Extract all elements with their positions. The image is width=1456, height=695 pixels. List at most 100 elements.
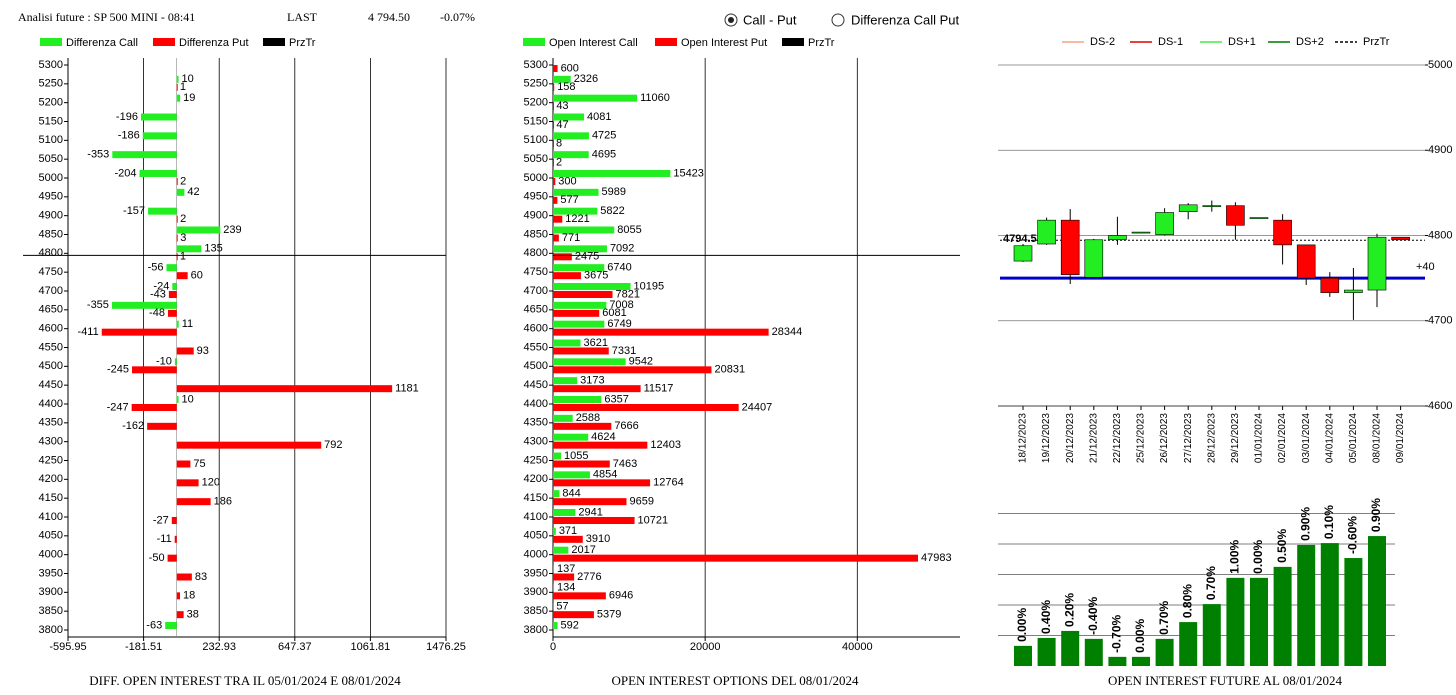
bar <box>176 83 178 91</box>
y-tick-label: 4300 <box>524 436 548 448</box>
bar <box>553 320 605 328</box>
bar <box>112 151 177 159</box>
bar <box>1108 656 1127 666</box>
y-tick-label: 5100 <box>524 134 548 146</box>
bar <box>176 611 184 619</box>
candle-body <box>1155 212 1174 235</box>
bar <box>553 565 555 573</box>
bar <box>553 170 671 177</box>
x-tick-label: -595.95 <box>49 641 86 653</box>
bar-label: 0.00% <box>1015 608 1029 642</box>
y-tick-label: 4800 <box>39 247 63 259</box>
data-label: 4854 <box>593 469 617 481</box>
bar <box>174 358 177 366</box>
legend-swatch <box>263 38 285 46</box>
bar <box>553 592 606 600</box>
data-label: -11 <box>157 533 172 545</box>
x-tick-label: 01/01/2024 <box>1254 413 1265 463</box>
bar <box>553 460 610 468</box>
x-tick-label: 22/12/2023 <box>1112 413 1123 463</box>
candle-body <box>1108 235 1127 241</box>
legend-label: Differenza Put <box>179 37 249 49</box>
chart-title: OPEN INTEREST FUTURE AL 08/01/2024 <box>1108 673 1343 688</box>
bar <box>147 422 177 430</box>
bar <box>176 385 393 393</box>
radio-option[interactable]: Differenza Call Put <box>831 12 960 27</box>
data-label: 47983 <box>921 552 952 564</box>
bar <box>1226 577 1245 666</box>
data-label: 11 <box>182 318 193 330</box>
header-title: Analisi future : SP 500 MINI - 08:41 <box>18 10 195 24</box>
data-label: -196 <box>116 111 138 123</box>
bar <box>176 253 178 261</box>
candle-body <box>1037 219 1056 245</box>
bar <box>553 498 627 506</box>
bar <box>1155 638 1174 666</box>
y-tick-label: 4400 <box>39 398 63 410</box>
bar <box>553 83 555 91</box>
data-label: 18 <box>183 590 195 602</box>
bar <box>553 113 585 121</box>
data-label: 3173 <box>580 375 604 387</box>
data-label: -355 <box>87 299 109 311</box>
radio-label[interactable]: Differenza Call Put <box>851 12 960 27</box>
chart-title: DIFF. OPEN INTEREST TRA IL 05/01/2024 E … <box>89 673 401 688</box>
candle-body <box>1391 236 1410 241</box>
y-tick-label: 4850 <box>39 228 63 240</box>
bar-label: 0.70% <box>1157 600 1171 634</box>
bar <box>172 283 177 290</box>
bar <box>553 272 581 280</box>
bar <box>553 178 556 185</box>
y-tick-label: 5050 <box>39 153 63 165</box>
bar <box>1368 536 1386 666</box>
bar <box>101 328 177 336</box>
y-tick-label: 5300 <box>39 59 63 71</box>
data-label: -48 <box>149 307 165 319</box>
bar <box>553 283 631 290</box>
bar-label: -0.40% <box>1086 597 1100 635</box>
bar <box>553 215 563 223</box>
data-label: 134 <box>557 582 575 594</box>
data-label: 1221 <box>565 213 589 225</box>
x-tick-label: 02/01/2024 <box>1277 413 1288 463</box>
bar <box>176 592 180 600</box>
legend-swatch <box>782 38 804 46</box>
last-value: 4 794.50 <box>368 10 410 24</box>
bar-label: 0.80% <box>1180 584 1194 618</box>
bar-label: -0.60% <box>1346 516 1360 554</box>
bar-label: 0.10% <box>1322 505 1336 539</box>
bar <box>1320 543 1339 666</box>
y-tick-label: 4250 <box>524 454 548 466</box>
przTr-label: 4794.5 <box>1003 233 1037 245</box>
data-label: 9542 <box>629 356 653 368</box>
data-label: -50 <box>149 552 165 564</box>
radio[interactable] <box>831 13 845 27</box>
y-tick-label: 4550 <box>524 341 548 353</box>
legend-swatch <box>153 38 175 46</box>
y-tick-label: 4650 <box>39 304 63 316</box>
radio-label[interactable]: Call - Put <box>743 12 797 27</box>
radio-option[interactable]: Call - Put <box>724 12 797 27</box>
data-label: 8 <box>556 138 562 150</box>
chart-title: OPEN INTEREST OPTIONS DEL 08/01/2024 <box>612 673 860 688</box>
data-label: 9659 <box>629 496 653 508</box>
y-tick-label: 4950 <box>39 191 63 203</box>
bar <box>176 188 185 196</box>
bar <box>132 366 177 374</box>
data-label: 371 <box>559 525 577 537</box>
data-label: 60 <box>191 270 203 282</box>
bar <box>553 245 607 253</box>
data-label: 7331 <box>612 345 636 357</box>
x-tick-label: -181.51 <box>125 641 162 653</box>
bar <box>1061 630 1080 666</box>
bar <box>553 65 558 72</box>
data-label: 792 <box>324 439 342 451</box>
data-label: 1055 <box>564 450 588 462</box>
y-tick-label: 4700 <box>39 285 63 297</box>
bar <box>139 170 177 177</box>
y-tick-label: 4050 <box>524 530 548 542</box>
x-tick-label: 05/01/2024 <box>1348 413 1359 463</box>
y-tick-label: 3950 <box>39 567 63 579</box>
